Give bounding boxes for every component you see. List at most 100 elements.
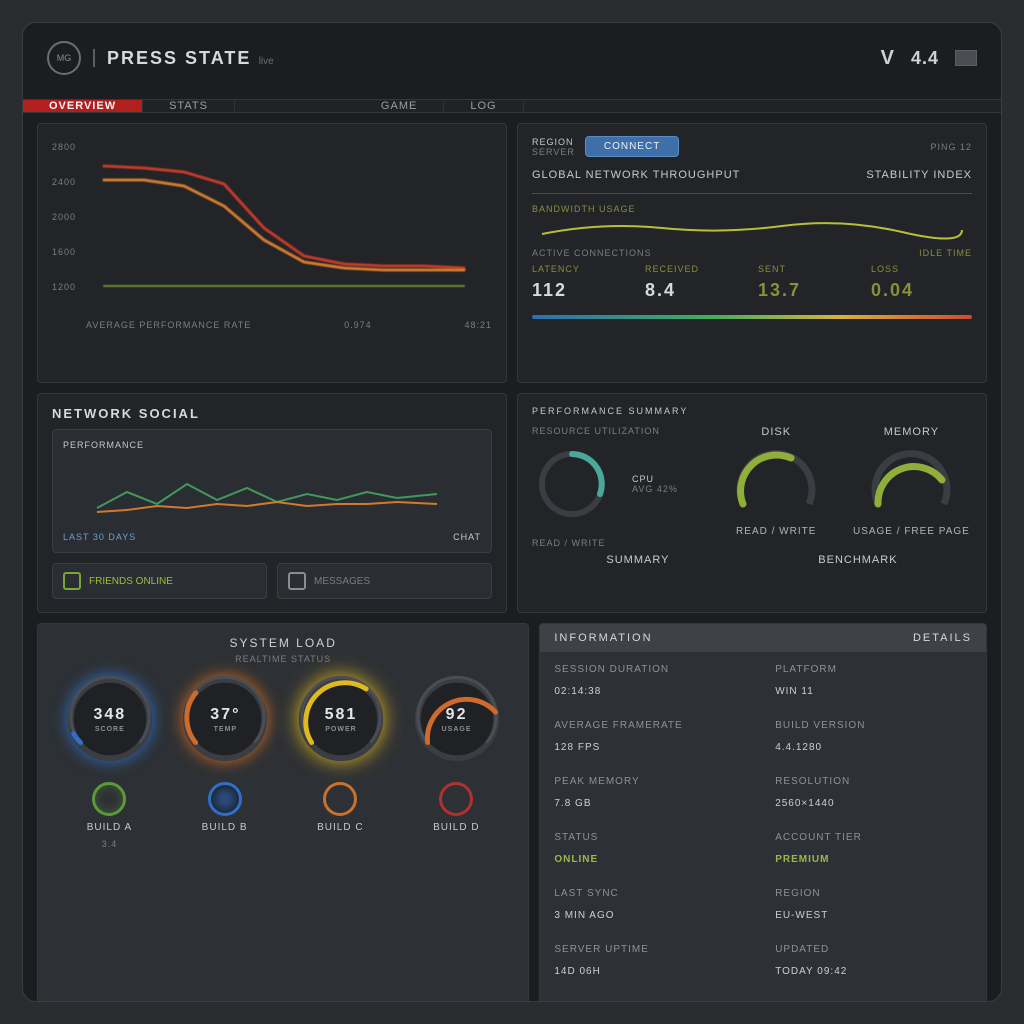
cpu-gauge — [532, 444, 612, 524]
bandwidth-line — [532, 214, 972, 244]
tab-game[interactable]: GAME — [355, 100, 444, 112]
panel-performance: PERFORMANCE SUMMARY RESOURCE UTILIZATION… — [517, 393, 987, 613]
version-v-icon: V — [881, 47, 895, 70]
info-cell: 02:14:38 — [554, 684, 751, 700]
net-col-cap: LOSS — [871, 264, 972, 274]
app-window: MG PRESS STATE live V 4.4 OVERVIEW STATS… — [22, 22, 1002, 1002]
info-cell: DRIVER — [775, 998, 972, 1002]
info-cell: STATUS — [554, 830, 751, 846]
social-range: LAST 30 DAYS — [63, 532, 136, 542]
perf-bottom-b: BENCHMARK — [818, 554, 897, 566]
panel-trend-chart: 2800 2400 2000 1600 1200 AVERAGE PERFORM… — [37, 123, 507, 383]
info-cell: 14D 06H — [554, 964, 751, 980]
tab-overview[interactable]: OVERVIEW — [23, 100, 143, 112]
bandwidth-label: BANDWIDTH USAGE — [532, 204, 972, 214]
social-chart — [63, 454, 481, 524]
gradient-bar — [532, 315, 972, 319]
connect-button[interactable]: CONNECT — [585, 136, 679, 157]
ytick: 1600 — [52, 247, 76, 257]
mini-build[interactable]: BUILD A3.4 — [87, 782, 132, 849]
disk-gauge — [731, 444, 821, 516]
info-cell: STORAGE USED — [554, 998, 751, 1002]
panel-information: INFORMATION DETAILS SESSION DURATION PLAT… — [539, 623, 987, 1002]
perf-left-caption: RESOURCE UTILIZATION — [532, 426, 702, 436]
net-col-val: 13.7 — [758, 280, 859, 301]
info-cell: SESSION DURATION — [554, 662, 751, 678]
info-cell: 2560×1440 — [775, 796, 972, 812]
region-flag-icon[interactable] — [955, 50, 977, 66]
perf-note-left: READ / WRITE — [532, 538, 702, 548]
cpu-label: CPU — [632, 474, 678, 484]
perf-bottom-a: SUMMARY — [606, 554, 669, 566]
net-col-val: 112 — [532, 280, 633, 301]
chip-friends[interactable]: FRIENDS ONLINE — [52, 563, 267, 599]
mem-cap: USAGE / FREE PAGE — [853, 526, 970, 537]
info-cell: 128 FPS — [554, 740, 751, 756]
network-top-label: REGION — [532, 137, 575, 147]
info-head-right: DETAILS — [913, 632, 972, 644]
app-subtitle: live — [259, 56, 274, 67]
cpu-sub: AVG 42% — [632, 484, 678, 494]
trend-footer-mid: 0.974 — [344, 320, 372, 330]
tab-log[interactable]: LOG — [444, 100, 523, 112]
info-cell: PLATFORM — [775, 662, 972, 678]
info-cell: 7.8 GB — [554, 796, 751, 812]
chip-messages[interactable]: MESSAGES — [277, 563, 492, 599]
version-number: 4.4 — [911, 48, 939, 69]
dashboard-grid: 2800 2400 2000 1600 1200 AVERAGE PERFORM… — [23, 113, 1001, 1002]
header-right: V 4.4 — [881, 47, 977, 70]
info-cell: TODAY 09:42 — [775, 964, 972, 980]
disk-title: DISK — [761, 426, 791, 438]
ytick: 1200 — [52, 282, 76, 292]
trend-footer-right: 48:21 — [464, 320, 492, 330]
net-col-cap: RECEIVED — [645, 264, 746, 274]
info-cell: WIN 11 — [775, 684, 972, 700]
tab-stats[interactable]: STATS — [143, 100, 235, 112]
header: MG PRESS STATE live V 4.4 — [23, 23, 1001, 99]
network-top-sub: SERVER — [532, 147, 575, 157]
dial: 348SCORE — [61, 670, 159, 768]
trend-plot: AVERAGE PERFORMANCE RATE 0.974 48:21 — [86, 136, 492, 370]
friends-icon — [63, 572, 81, 590]
trend-footer-left: AVERAGE PERFORMANCE RATE — [86, 320, 251, 330]
brand-badge-icon: MG — [47, 41, 81, 75]
panel-network: REGION SERVER CONNECT PING 12 GLOBAL NET… — [517, 123, 987, 383]
ytick: 2800 — [52, 142, 76, 152]
social-chat-label: CHAT — [453, 532, 481, 542]
build-icon — [323, 782, 357, 816]
net-col-val: 8.4 — [645, 280, 746, 301]
mem-gauge — [866, 444, 956, 516]
network-ping: PING 12 — [930, 142, 972, 152]
chart-yticks: 2800 2400 2000 1600 1200 — [52, 142, 76, 292]
mini-build[interactable]: BUILD B — [202, 782, 248, 849]
chip-label: FRIENDS ONLINE — [89, 576, 173, 587]
dial: 92USAGE — [408, 670, 506, 768]
load-title: SYSTEM LOAD — [52, 636, 514, 650]
mini-build[interactable]: BUILD C — [317, 782, 363, 849]
build-icon — [439, 782, 473, 816]
info-cell: RESOLUTION — [775, 774, 972, 790]
ytick: 2400 — [52, 177, 76, 187]
mem-title: MEMORY — [884, 426, 939, 438]
info-cell: 4.4.1280 — [775, 740, 972, 756]
ytick: 2000 — [52, 212, 76, 222]
mini-build[interactable]: BUILD D — [433, 782, 479, 849]
panel-social: NETWORK SOCIAL PERFORMANCE LAST 30 DAYS … — [37, 393, 507, 613]
info-cell: 3 MIN AGO — [554, 908, 751, 924]
net-col-val: 0.04 — [871, 280, 972, 301]
dial: 37°TEMP — [176, 670, 274, 768]
info-cell: ONLINE — [554, 852, 751, 868]
social-title: NETWORK SOCIAL — [52, 406, 492, 421]
network-row-left: GLOBAL NETWORK THROUGHPUT — [532, 169, 740, 181]
perf-title: PERFORMANCE SUMMARY — [532, 406, 972, 416]
info-cell: BUILD VERSION — [775, 718, 972, 734]
chip-label: MESSAGES — [314, 576, 370, 587]
app-title: PRESS STATE — [107, 48, 251, 68]
info-cell: AVERAGE FRAMERATE — [554, 718, 751, 734]
info-cell: UPDATED — [775, 942, 972, 958]
info-head-left: INFORMATION — [554, 632, 652, 644]
build-icon — [208, 782, 242, 816]
info-cell: ACCOUNT TIER — [775, 830, 972, 846]
build-icon — [92, 782, 126, 816]
network-right-cap: IDLE TIME — [919, 248, 972, 258]
